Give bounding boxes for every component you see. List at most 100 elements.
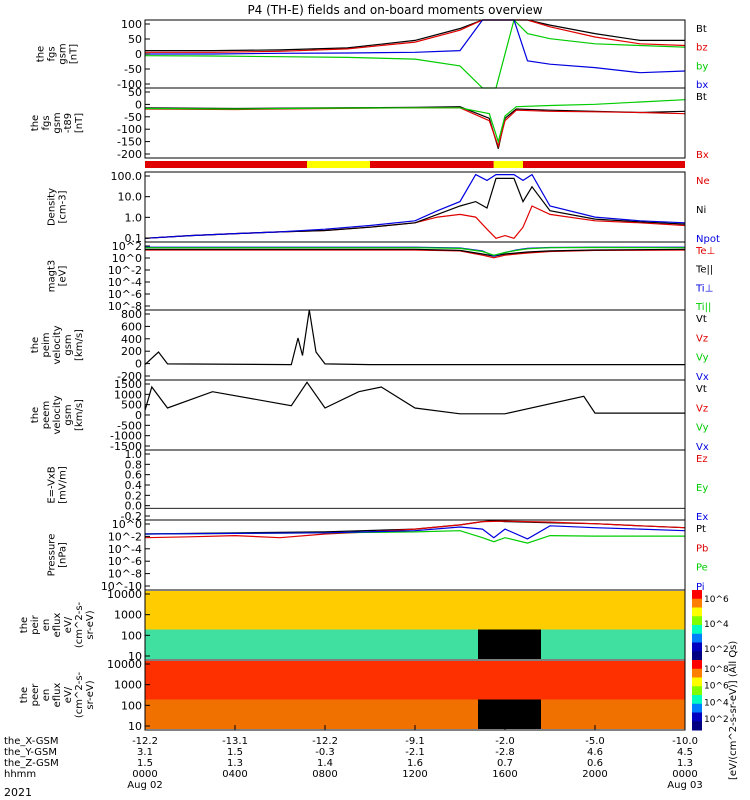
y-tick-label: 0.6 [125, 469, 143, 482]
y-axis-label: thepeerenefluxeV/(cm^2-s-sr-eV) [19, 671, 96, 718]
mode-bar-segment [523, 161, 685, 168]
spectrogram-cell-low [325, 699, 335, 729]
panel-efield: 1.00.80.60.40.20.0-0.2 E=-VxB[mV/m] Ez Ey Ex [47, 448, 709, 523]
spectrogram-cell-high [235, 591, 245, 630]
spectrogram-cell-low [613, 699, 623, 729]
x-row-value: -12.2 [312, 736, 338, 747]
spectrogram-cell-high [361, 661, 371, 700]
spectrogram-cell-low [586, 629, 596, 659]
spectrogram-cell-high [523, 661, 533, 700]
spectrogram-cell-low [532, 699, 542, 729]
y-axis-label-line: [mV/m] [58, 466, 69, 504]
spectrogram-cell-low [460, 699, 470, 729]
spectrogram-cell-high [190, 661, 200, 700]
spectrogram-cell-high [604, 661, 614, 700]
spectrogram-cell-low [316, 699, 326, 729]
spectrogram-cell-high [235, 661, 245, 700]
series-line-pressure-Pi [144, 525, 686, 540]
y-tick-label: -200 [117, 148, 142, 161]
y-tick-label: -500 [117, 419, 142, 432]
y-tick-label: 10^-8 [108, 568, 142, 581]
y-axis-label-line: fgs [47, 46, 58, 61]
x-row-value: 0.7 [497, 758, 513, 769]
legend-entry: Ne [696, 176, 710, 187]
y-tick-label: 0.0 [125, 500, 143, 513]
spectrogram-cell-low [406, 699, 416, 729]
spectrogram-cell-low [334, 629, 344, 659]
colorbar-segment [692, 642, 702, 652]
y-axis-label-line: [nPa] [58, 542, 69, 568]
panel-frame-peem [144, 379, 686, 451]
colorbar-tick-label: 10^4 [704, 698, 729, 708]
spectrogram-cell-high [199, 661, 209, 700]
y-axis-label-line: gsm [52, 112, 63, 133]
spectrogram-cell-low [172, 699, 182, 729]
spectrogram-cell-low [424, 629, 434, 659]
spectrogram-cell-high [658, 591, 668, 630]
y-tick-label: -150 [117, 136, 142, 149]
colorbar-segment [692, 686, 702, 696]
mode-bar-segment [307, 161, 370, 168]
x-row-value: 0000 [132, 769, 157, 780]
y-axis-label: thefgsgsm-t89[nT] [30, 112, 85, 133]
y-axis-label: thepeirenefluxeV/(cm^2-s-sr-eV) [19, 601, 96, 648]
spectrogram-cell-low [280, 629, 290, 659]
x-row-value: 0800 [312, 769, 337, 780]
y-tick-label: 10 [128, 720, 142, 733]
spectrogram-cell-high [370, 591, 380, 630]
panel-frame-fgs_dsl [144, 87, 686, 159]
spectrogram-cell-low [199, 699, 209, 729]
colorbar-segment [692, 712, 702, 722]
y-axis-label-line: E=-VxB [47, 466, 58, 503]
spectrogram-cell-low [397, 629, 407, 659]
spectrogram-cell-low [604, 699, 614, 729]
x-row-label: hhmm [4, 769, 36, 780]
spectrogram-cell-low [658, 629, 668, 659]
spectrogram-cell-low [415, 699, 425, 729]
x-row-value: 1600 [492, 769, 517, 780]
y-tick-label: 0 [135, 98, 142, 111]
spectrogram-cell-high [595, 661, 605, 700]
legend-entry: Vx [696, 372, 709, 383]
panel-frame-efield [144, 449, 686, 521]
x-row-label: the_Y-GSM [4, 747, 57, 758]
spectrogram-cell-low [577, 629, 587, 659]
spectrogram-cell-high [316, 661, 326, 700]
y-axis-label-line: en [41, 689, 52, 702]
spectrogram-cell-low [172, 629, 182, 659]
spectrogram-cell-low [262, 699, 272, 729]
y-axis-label: thefgsgsm[nT] [36, 43, 80, 64]
spectrogram-cell-low [154, 629, 164, 659]
y-axis-label: thepeimvelocitygsm[km/s] [30, 325, 85, 364]
y-tick-label: 10^-6 [108, 555, 142, 568]
spectrogram-cell-low [613, 629, 623, 659]
spectrogram-cell-low [343, 699, 353, 729]
x-row-value: -2.1 [405, 747, 425, 758]
colorbar-tick-label: 10^8 [704, 665, 729, 675]
spectrogram-cell-low [235, 629, 245, 659]
spectrogram-cell-high [262, 591, 272, 630]
spectrogram-cell-high [550, 591, 560, 630]
y-tick-label: 10^-6 [108, 288, 142, 301]
spectrogram-cell-high [667, 591, 677, 630]
spectrogram-cell-high [451, 591, 461, 630]
spectrogram-cell-high [172, 591, 182, 630]
spectrogram-cell-high [631, 591, 641, 630]
series-line-fgs_dsl-Bx [144, 107, 686, 149]
x-row-value: 1.6 [407, 758, 423, 769]
colorbar-tick-label: 10^2 [704, 715, 729, 725]
spectrogram-cell-high [163, 661, 173, 700]
legend-entry: Vz [696, 403, 708, 414]
spectrogram-cell-high [397, 661, 407, 700]
y-tick-label: 1500 [114, 378, 142, 391]
y-tick-label: -1500 [110, 440, 142, 453]
spectrogram-cell-low [379, 699, 389, 729]
y-tick-label: 10^0 [112, 518, 142, 531]
spectrogram-cell-low [649, 699, 659, 729]
y-tick-label: 10^-2 [108, 530, 142, 543]
y-axis-label-line: [km/s] [74, 329, 85, 361]
spectrogram-cell-high [307, 591, 317, 630]
spectrogram-cell-high [487, 591, 497, 630]
legend-entry: Ti|| [695, 302, 711, 313]
spectrogram-cell-high [325, 591, 335, 630]
